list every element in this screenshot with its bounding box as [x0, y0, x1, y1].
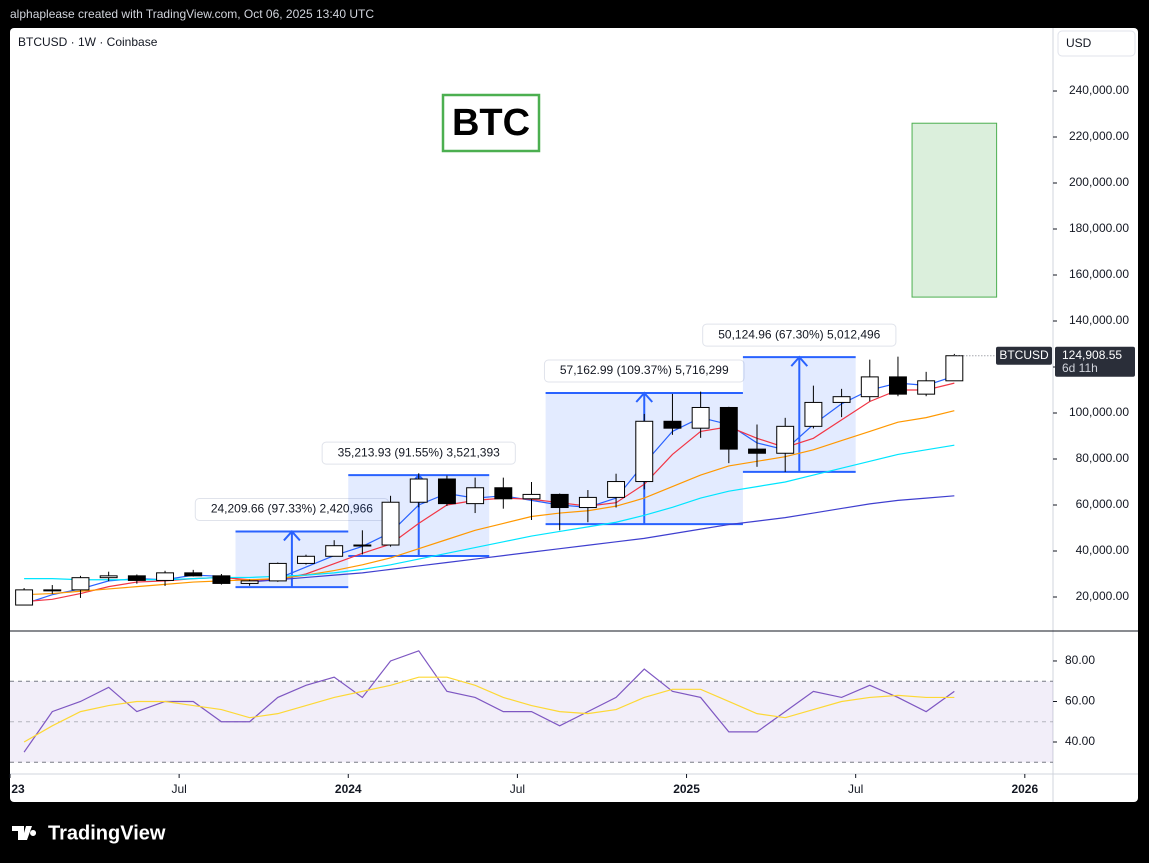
btc-label: BTC [452, 102, 530, 144]
moving-average [24, 444, 955, 581]
y-tick-label: 20,000.00 [1076, 589, 1130, 603]
moving-average [23, 375, 955, 605]
candle-body [437, 478, 456, 505]
moving-average [24, 410, 955, 596]
candle-body [99, 575, 118, 579]
logo-icon [12, 826, 37, 840]
rsi-y-tick-label: 40.00 [1065, 734, 1095, 748]
candle-body [776, 425, 795, 454]
rsi-y-tick-label: 80.00 [1065, 653, 1095, 667]
candle-body [550, 493, 569, 509]
y-tick-label: 80,000.00 [1076, 451, 1130, 465]
candle-body [268, 562, 287, 582]
candle-body [297, 555, 315, 564]
candle-body [15, 589, 34, 606]
rsi-y-tick-label: 60.00 [1065, 694, 1095, 708]
candle-body [522, 493, 541, 500]
moving-average [249, 495, 955, 583]
candle-body [240, 580, 259, 584]
candle-body [353, 544, 372, 547]
candle-body [466, 487, 485, 505]
symbol-tag-bg [996, 346, 1052, 365]
candle-body [325, 545, 344, 557]
candle-body [127, 575, 146, 581]
candle-body [381, 501, 400, 546]
x-tick-label: 2025 [673, 782, 700, 796]
btc-label-box [441, 93, 541, 153]
symbol-tag: BTCUSD [999, 348, 1049, 362]
credit: alphaplease created with TradingView.com… [10, 7, 374, 21]
y-tick-label: 60,000.00 [1076, 497, 1130, 511]
currency[interactable]: USD [1066, 36, 1092, 50]
range-label: 50,124.96 (67.30%) 5,012,496 [718, 327, 880, 341]
candle-body [691, 406, 710, 429]
brand: TradingView [48, 822, 166, 844]
range-label-bg [702, 323, 897, 347]
candle-body [578, 496, 597, 509]
countdown: 6d 11h [1062, 361, 1098, 375]
x-tick-label: Jul [171, 782, 186, 796]
candle-body [719, 406, 738, 450]
candle-body [917, 380, 936, 395]
x-tick-label: 2024 [335, 782, 362, 796]
y-tick-label: 100,000.00 [1069, 405, 1129, 419]
x-tick-label: 23 [11, 782, 25, 796]
candle-body [156, 572, 174, 581]
y-tick-label: 180,000.00 [1069, 221, 1129, 235]
candle-body [663, 420, 682, 429]
range-label: 24,209.66 (97.33%) 2,420,966 [211, 502, 373, 516]
axes: 20,000.00 40,000.00 60,000.00 80,000.00 100,… [9, 83, 1135, 796]
candle-body [832, 396, 851, 403]
x-tick-label: 2026 [1011, 782, 1038, 796]
y-tick-label: 160,000.00 [1069, 267, 1129, 281]
candle-body [184, 572, 203, 577]
y-tick-label: 140,000.00 [1069, 313, 1129, 327]
candle-body [860, 376, 879, 398]
x-tick-label: Jul [848, 782, 863, 796]
candle-body [889, 376, 907, 395]
candle-body [607, 481, 626, 498]
price-pane: 24,209.66 (97.33%) 2,420,966 35,213.93 (9… [15, 122, 998, 606]
range-label: 35,213.93 (91.55%) 3,521,393 [338, 445, 500, 459]
candle-body [748, 448, 766, 454]
symbol-title: BTCUSD · 1W · Coinbase [18, 35, 158, 49]
x-tick-label: Jul [510, 782, 525, 796]
range-label-bg [321, 441, 516, 465]
candle-body [804, 401, 823, 427]
rsi-line [23, 650, 955, 753]
currency-button[interactable] [1057, 30, 1136, 57]
y-tick-label: 240,000.00 [1069, 83, 1129, 97]
y-tick-label: 40,000.00 [1076, 543, 1130, 557]
candle-body [635, 420, 654, 483]
candle-body [43, 589, 62, 592]
brand-logo: TradingView [12, 822, 166, 844]
range-arrow [283, 529, 301, 588]
range-label-bg [543, 359, 745, 383]
range-label: 57,162.99 (109.37%) 5,716,299 [560, 363, 729, 377]
rsi-line [23, 676, 955, 743]
target-box [911, 122, 998, 298]
candle-body [409, 478, 428, 503]
y-tick-label: 220,000.00 [1069, 129, 1129, 143]
price-tag-bg [1055, 346, 1135, 377]
y-tick-label: 200,000.00 [1069, 175, 1129, 189]
candle-body [212, 575, 231, 584]
candle-body [945, 355, 964, 382]
price-tag: 124,908.55 [1062, 348, 1122, 362]
rsi-pane [10, 650, 1053, 763]
candle-body [71, 577, 90, 591]
candle-body [494, 487, 513, 500]
chart-panel [10, 28, 1138, 802]
